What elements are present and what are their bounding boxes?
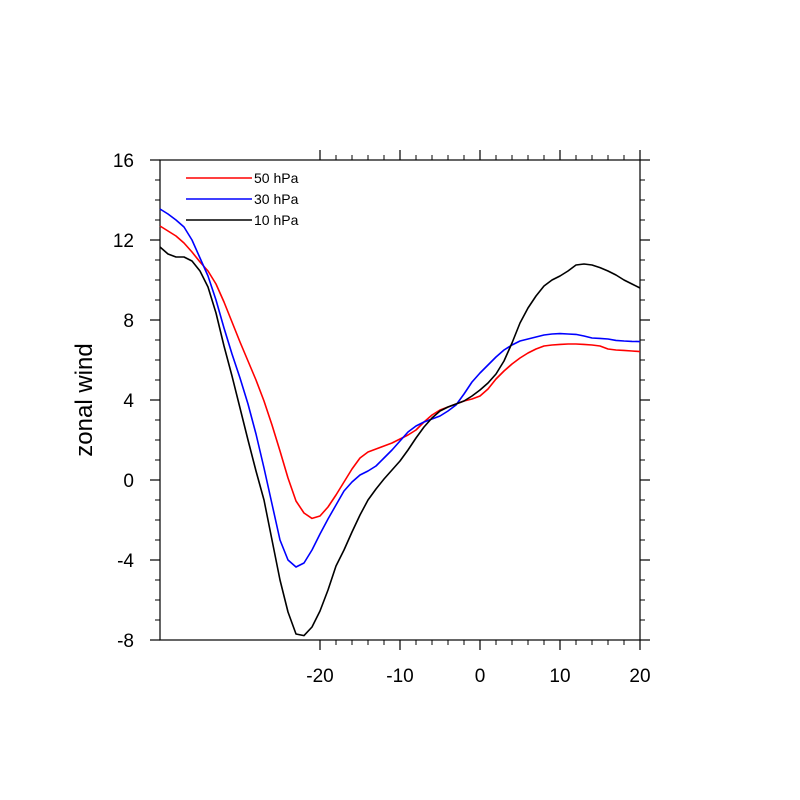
y-tick-label: 4: [123, 391, 134, 412]
x-tick-label: 0: [475, 666, 486, 687]
y-axis-title: zonal wind: [71, 343, 98, 456]
legend-label: 50 hPa: [254, 170, 299, 186]
legend-label: 30 hPa: [254, 191, 299, 207]
series-lines: [159, 208, 641, 637]
y-tick-label: 12: [113, 231, 134, 252]
series-line-50-hpa: [159, 225, 641, 520]
y-tick-label: -8: [117, 631, 134, 652]
y-tick-label: -4: [117, 551, 134, 572]
series-line-10-hpa: [159, 246, 641, 637]
plot-frame: [159, 159, 641, 641]
x-tick-label: 20: [629, 666, 650, 687]
x-tick-label: -10: [386, 666, 413, 687]
major-ticks: [150, 150, 650, 650]
series-line-30-hpa: [159, 208, 641, 568]
x-tick-labels: -20 -10 0 10 20: [306, 666, 650, 687]
y-tick-labels: -8 -4 0 4 8 12 16: [113, 151, 135, 652]
legend: 50 hPa 30 hPa 10 hPa: [186, 170, 299, 228]
x-tick-label: 10: [549, 666, 570, 687]
y-tick-label: 16: [113, 151, 134, 172]
minor-ticks: [155, 155, 645, 645]
x-tick-label: -20: [306, 666, 333, 687]
y-tick-label: 0: [123, 471, 134, 492]
legend-label: 10 hPa: [254, 212, 299, 228]
y-tick-label: 8: [123, 311, 134, 332]
